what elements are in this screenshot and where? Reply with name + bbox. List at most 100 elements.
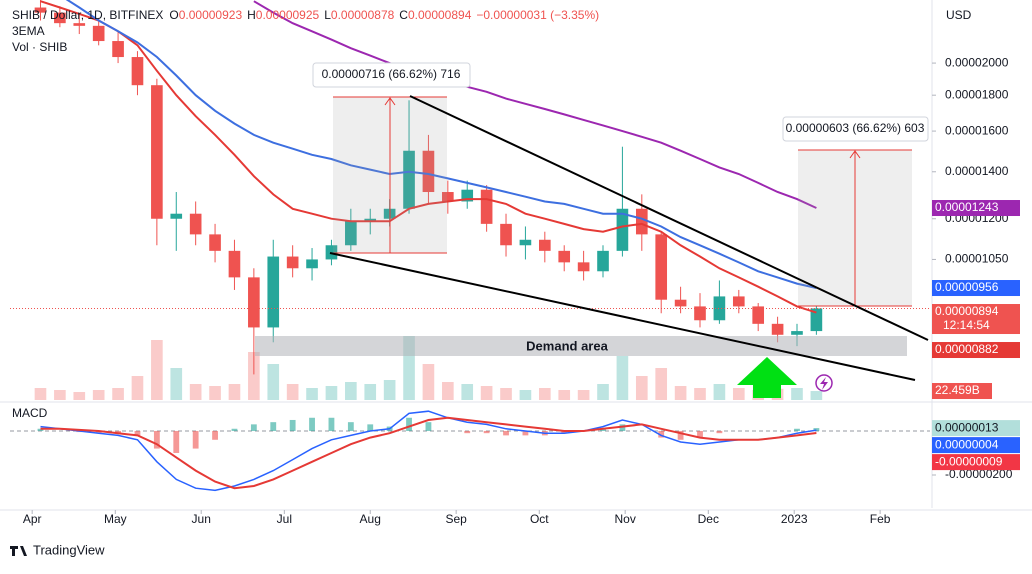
volume-bar — [92, 390, 105, 400]
indicator-label[interactable]: Vol · SHIB — [12, 40, 67, 54]
candle-body — [558, 250, 571, 263]
header-ohlc: SHIB / Dollar, 1D, BITFINEX O0.00000923 H0… — [12, 8, 599, 22]
x-tick-label: Aug — [360, 512, 381, 526]
candle-body — [616, 208, 629, 251]
x-tick-label: Oct — [530, 512, 549, 526]
symbol: SHIB / Dollar, 1D, BITFINEX — [12, 8, 163, 22]
histogram-bar — [813, 428, 820, 431]
footer-brand[interactable]: TradingView — [33, 542, 105, 557]
candle-body — [635, 208, 648, 235]
ema-line — [253, 0, 817, 209]
candle-body — [345, 221, 357, 246]
indicator-label[interactable]: 3EMA — [12, 24, 45, 38]
candle-body — [752, 306, 765, 324]
volume-bar — [112, 388, 124, 400]
range-arrow-head — [849, 150, 861, 159]
candle-body — [500, 223, 512, 246]
o-label: O — [169, 8, 178, 22]
change: −0.00000031 (−3.35%) — [476, 8, 599, 22]
volume-bar — [577, 390, 590, 400]
trendline — [329, 252, 916, 381]
candle-body — [480, 189, 493, 224]
c-value: 0.00000894 — [408, 8, 472, 22]
histogram-bar — [250, 424, 257, 431]
x-tick-label: 2023 — [781, 512, 808, 526]
h-value: 0.00000925 — [256, 8, 320, 22]
candle-body — [306, 259, 318, 269]
histogram-bar — [134, 430, 141, 436]
candle-body — [131, 57, 144, 86]
histogram-bar — [483, 430, 490, 434]
up-arrow — [737, 357, 797, 398]
price-tag — [932, 280, 1020, 297]
candle-body — [674, 299, 687, 307]
volume-bar — [267, 364, 280, 400]
volume-bar — [325, 386, 338, 400]
trendline — [409, 95, 929, 341]
macd-tag — [932, 454, 1020, 471]
candle-body — [286, 256, 299, 269]
signal-line — [40, 416, 817, 490]
y-tick-label: 0.00001600 — [945, 123, 1009, 137]
volume-tag-label: 22.459B — [935, 383, 980, 397]
candle-body — [267, 256, 280, 328]
macd-tag — [932, 437, 1020, 454]
range-label: 0.00000716 (66.62%) 716 — [322, 67, 461, 81]
volume-bar — [519, 390, 532, 400]
volume-bar — [170, 368, 183, 400]
macd-tag — [932, 420, 1020, 437]
histogram-bar — [289, 419, 296, 431]
histogram-bar — [794, 428, 800, 431]
volume-bar — [422, 364, 435, 400]
candle-body — [54, 12, 66, 24]
histogram-bar — [406, 417, 412, 431]
candle-body — [771, 323, 784, 335]
y-tick-label: -0.00000200 — [945, 467, 1013, 481]
x-tick-label: Apr — [23, 512, 42, 526]
volume-bar — [791, 388, 803, 400]
ema-line — [65, 0, 817, 289]
x-tick-label: Jul — [277, 512, 292, 526]
volume-tag — [932, 383, 992, 400]
volume-bar — [500, 388, 512, 400]
plot-layer: 0.00002000 0.00001800 0.00001600 0.00001400… — [0, 0, 1032, 526]
l-label: L — [324, 8, 331, 22]
demand-label: Demand area — [526, 338, 608, 353]
histogram-bar — [716, 430, 723, 434]
event-icon-bolt — [820, 377, 828, 390]
volume-bar — [480, 386, 493, 400]
histogram-bar — [658, 430, 665, 438]
candle-body — [228, 250, 241, 278]
price-tag — [932, 200, 1020, 217]
candle-body — [732, 296, 745, 307]
o-value: 0.00000923 — [179, 8, 243, 22]
macd-tag-label: 0.00000013 — [935, 420, 999, 434]
candle-body — [34, 7, 47, 13]
histogram-bar — [619, 424, 626, 431]
candle-body — [189, 213, 202, 235]
histogram-bar — [173, 430, 180, 453]
volume-bar — [461, 384, 474, 400]
x-tick-label: Jun — [192, 512, 211, 526]
histogram-bar — [153, 430, 160, 449]
candle-body — [539, 239, 551, 251]
candle-body — [403, 150, 415, 209]
volume-bar — [616, 356, 629, 400]
volume-bar — [34, 388, 47, 400]
countdown: 12:14:54 — [943, 318, 990, 332]
indicator-label[interactable]: MACD — [12, 406, 48, 420]
candle-body — [713, 296, 726, 321]
volume-bar — [442, 382, 454, 400]
x-tick-label: May — [104, 512, 127, 526]
histogram-bar — [37, 428, 44, 431]
volume-bar — [674, 386, 687, 400]
volume-bar — [248, 352, 260, 400]
price-tag-label: 0.00000882 — [935, 342, 999, 356]
candle-body — [694, 306, 706, 321]
range-arrow-head — [384, 97, 396, 106]
candle-body — [422, 150, 435, 193]
histogram-bar — [212, 430, 218, 440]
volume-bar — [732, 388, 745, 400]
